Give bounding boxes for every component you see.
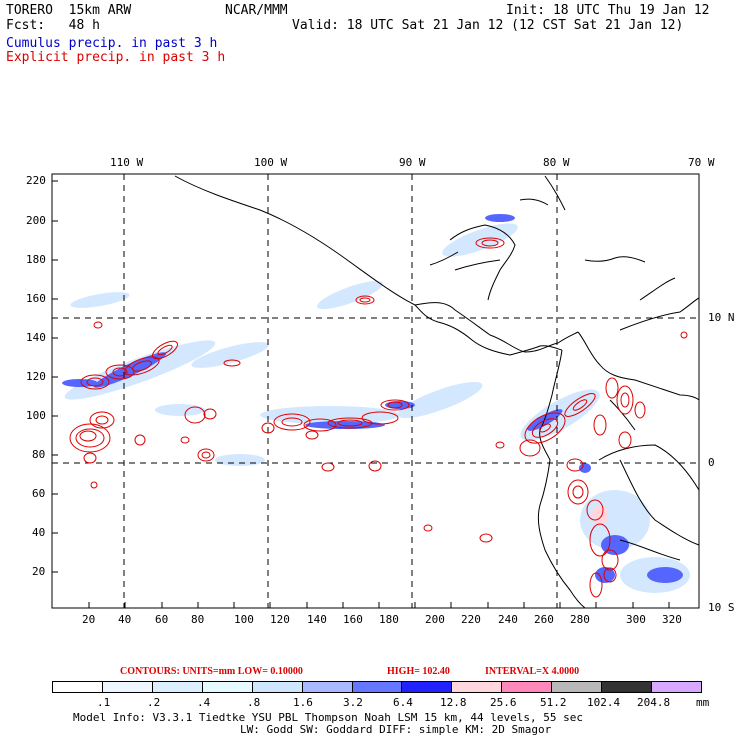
legend-swatch <box>652 682 701 692</box>
lon-label-90w: 90 W <box>399 156 426 169</box>
legend-swatch <box>152 682 203 692</box>
cumulus-pink-areas <box>592 505 608 525</box>
lon-label-100w: 100 W <box>254 156 288 169</box>
lat-label-10n: 10 N <box>708 311 735 324</box>
x-tick: 120 <box>270 613 290 626</box>
legend-label: .1 <box>97 696 111 709</box>
y-tick: 220 <box>26 174 46 187</box>
init-time: Init: 18 UTC Thu 19 Jan 12 <box>506 3 710 18</box>
y-tick: 80 <box>32 448 46 461</box>
cumulus-legend-title: Cumulus precip. in past 3 h <box>6 36 218 51</box>
contour-units: CONTOURS: UNITS=mm LOW= 0.10000 <box>120 666 303 677</box>
x-tick: 140 <box>307 613 327 626</box>
y-tick: 60 <box>32 487 46 500</box>
legend-swatch <box>352 682 403 692</box>
y-tick: 200 <box>26 214 46 227</box>
legend-swatch <box>53 682 103 692</box>
x-tick: 240 <box>498 613 518 626</box>
y-tick: 40 <box>32 526 46 539</box>
legend-label: 1.6 <box>293 696 313 709</box>
x-tick: 300 <box>626 613 646 626</box>
legend-label: 51.2 <box>540 696 567 709</box>
y-tick: 20 <box>32 565 46 578</box>
x-tick: 280 <box>570 613 590 626</box>
lon-label-110w: 110 W <box>110 156 144 169</box>
y-tick: 140 <box>26 331 46 344</box>
color-legend-bar <box>52 681 702 693</box>
legend-swatch <box>602 682 653 692</box>
x-tick: 60 <box>155 613 169 626</box>
x-axis <box>88 602 670 608</box>
legend-label: 3.2 <box>343 696 363 709</box>
legend-swatch <box>402 682 453 692</box>
x-tick: 220 <box>461 613 481 626</box>
x-tick: 160 <box>343 613 363 626</box>
x-tick: 320 <box>662 613 682 626</box>
legend-swatch <box>252 682 303 692</box>
lat-label-10s: 10 S <box>708 601 735 614</box>
coastlines <box>174 175 700 609</box>
contour-interval: INTERVAL=X 4.0000 <box>485 666 580 677</box>
x-tick: 100 <box>234 613 254 626</box>
model-title: TORERO 15km ARW <box>6 3 132 18</box>
legend-label: .4 <box>197 696 211 709</box>
legend-label: 6.4 <box>393 696 413 709</box>
valid-time: Valid: 18 UTC Sat 21 Jan 12 (12 CST Sat … <box>292 18 684 33</box>
explicit-legend-title: Explicit precip. in past 3 h <box>6 50 226 65</box>
legend-swatch <box>202 682 253 692</box>
latlon-grid <box>52 174 699 608</box>
lon-label-80w: 80 W <box>543 156 570 169</box>
y-tick: 180 <box>26 253 46 266</box>
org-label: NCAR/MMM <box>225 3 288 18</box>
x-tick: 180 <box>379 613 399 626</box>
y-tick: 100 <box>26 409 46 422</box>
legend-swatch <box>102 682 153 692</box>
legend-label: 25.6 <box>490 696 517 709</box>
legend-label: 12.8 <box>440 696 467 709</box>
x-tick: 80 <box>191 613 205 626</box>
x-tick: 20 <box>82 613 96 626</box>
legend-label: .2 <box>147 696 161 709</box>
model-info-physics: LW: Godd SW: Goddard DIFF: simple KM: 2D… <box>240 723 552 736</box>
contour-high: HIGH= 102.40 <box>387 666 450 677</box>
legend-swatch <box>502 682 553 692</box>
y-tick: 120 <box>26 370 46 383</box>
explicit-precip-contours <box>69 237 688 598</box>
legend-swatch <box>552 682 603 692</box>
x-tick: 40 <box>118 613 132 626</box>
forecast-hour: Fcst: 48 h <box>6 18 100 33</box>
model-info: Model Info: V3.3.1 Tiedtke YSU PBL Thomp… <box>73 711 583 724</box>
x-tick: 260 <box>534 613 554 626</box>
legend-unit: mm <box>696 696 710 709</box>
lat-label-0: 0 <box>708 456 715 469</box>
legend-swatch <box>452 682 503 692</box>
legend-label: 204.8 <box>637 696 671 709</box>
x-tick: 200 <box>425 613 445 626</box>
legend-swatch <box>302 682 353 692</box>
legend-label: 102.4 <box>587 696 621 709</box>
y-axis <box>52 180 58 573</box>
lon-label-70w: 70 W <box>688 156 715 169</box>
legend-label: .8 <box>247 696 261 709</box>
y-tick: 160 <box>26 292 46 305</box>
